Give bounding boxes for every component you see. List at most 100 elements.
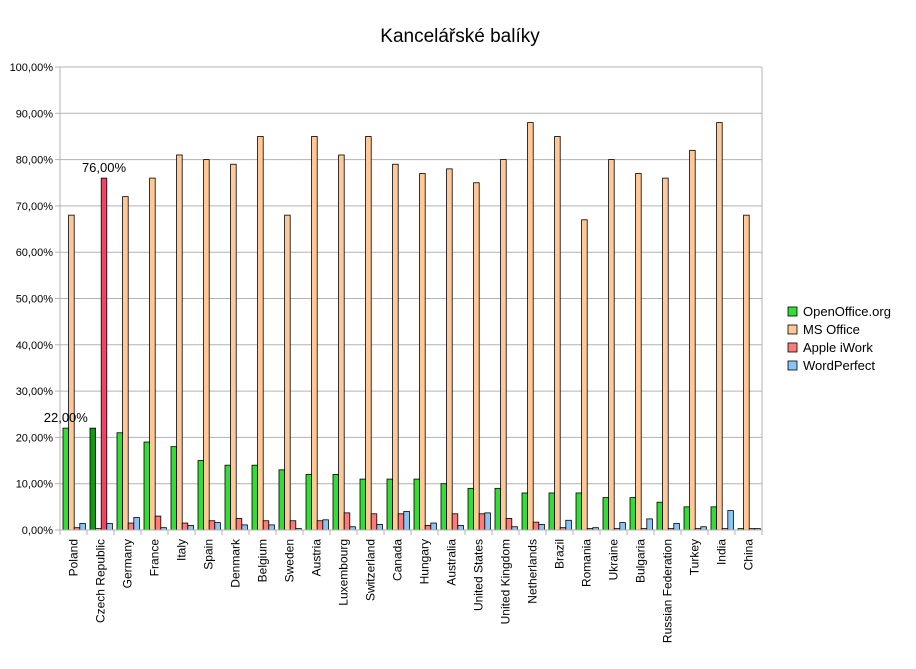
bar-ms-office [662, 177, 669, 531]
y-tick-label: 20,00% [16, 432, 54, 444]
y-tick-label: 70,00% [16, 201, 54, 213]
bar-wordperfect [268, 524, 275, 531]
bar-openoffice-org [251, 464, 258, 531]
bar-wordperfect [241, 524, 248, 531]
bar-openoffice-org [548, 492, 555, 531]
x-tick-label: Spain [202, 539, 216, 570]
x-tick-label: Bulgaria [634, 539, 648, 583]
bar-openoffice-org [62, 427, 69, 531]
bar-apple-iwork [235, 518, 243, 531]
legend-label: MS Office [803, 322, 860, 337]
bar-apple-iwork [397, 513, 405, 531]
bar-openoffice-org [116, 432, 123, 531]
x-tick-label: United States [472, 539, 486, 611]
legend-label: OpenOffice.org [803, 304, 891, 319]
y-tick-label: 100,00% [10, 62, 54, 74]
y-tick-label: 90,00% [16, 108, 54, 120]
y-tick-label: 10,00% [16, 479, 54, 491]
x-axis-ticks: Poland Czech Republic Germany France Italy Sp… [59, 530, 763, 643]
y-tick-label: 30,00% [16, 386, 54, 398]
bar-apple-iwork [343, 512, 351, 531]
y-tick-label: 80,00% [16, 155, 54, 167]
bar-openoffice-org [656, 501, 663, 531]
bar-apple-iwork [370, 513, 378, 531]
bar-ms-office [689, 149, 696, 531]
bar-openoffice-org [413, 478, 420, 531]
x-tick-label: Sweden [283, 539, 297, 582]
bar-openoffice-org [602, 497, 609, 531]
bar-wordperfect [565, 519, 572, 531]
x-tick-label: Hungary [418, 539, 432, 584]
y-axis-ticks: 0,00% 10,00% 20,00% 30,00% 40,00% 50,00% 60,00… [10, 62, 60, 537]
bar-apple-iwork [100, 177, 108, 531]
bar-ms-office [149, 177, 156, 531]
bar-openoffice-org [224, 464, 231, 531]
bar-wordperfect [79, 523, 86, 531]
bar-openoffice-org [89, 427, 96, 531]
bar-apple-iwork [262, 520, 270, 531]
x-tick-label: Romania [580, 539, 594, 587]
x-tick-label: Russian Federation [661, 539, 675, 643]
bar-apple-iwork [208, 520, 216, 531]
bar-ms-office [716, 122, 723, 531]
bar-openoffice-org [332, 474, 339, 531]
bars [62, 122, 761, 531]
bar-apple-iwork [478, 513, 486, 531]
x-tick-label: Netherlands [526, 539, 540, 604]
legend: OpenOffice.org MS Office Apple iWork WordPe… [787, 304, 891, 373]
x-tick-label: Ukraine [607, 539, 621, 581]
legend-swatch [787, 360, 798, 371]
bar-openoffice-org [386, 478, 393, 531]
bar-wordperfect [457, 524, 464, 531]
bar-apple-iwork [181, 522, 189, 531]
bar-wordperfect [619, 522, 626, 531]
y-tick-label: 40,00% [16, 340, 54, 352]
bar-ms-office [419, 173, 426, 531]
bar-apple-iwork [127, 522, 135, 531]
x-tick-label: Switzerland [364, 539, 378, 601]
bar-openoffice-org [575, 492, 582, 531]
x-tick-label: Brazil [553, 539, 567, 569]
bar-ms-office [500, 159, 507, 531]
gridlines [60, 66, 762, 531]
bar-openoffice-org [494, 487, 501, 531]
bar-ms-office [446, 168, 453, 531]
bar-apple-iwork [451, 513, 459, 531]
x-tick-label: India [715, 539, 729, 565]
x-tick-label: Denmark [229, 538, 243, 588]
x-tick-label: France [148, 539, 162, 577]
bar-ms-office [365, 136, 372, 531]
bar-ms-office [743, 214, 750, 531]
x-tick-label: China [742, 539, 756, 571]
bar-openoffice-org [629, 497, 636, 531]
legend-swatch [787, 342, 798, 353]
bar-ms-office [68, 214, 75, 531]
x-tick-label: Luxembourg [337, 539, 351, 606]
y-tick-label: 50,00% [16, 294, 54, 306]
bar-wordperfect [187, 524, 194, 531]
bar-ms-office [284, 214, 291, 531]
bar-wordperfect [214, 522, 221, 531]
bar-wordperfect [403, 511, 410, 531]
bar-wordperfect [727, 510, 734, 531]
legend-label: WordPerfect [803, 358, 875, 373]
bar-wordperfect [376, 524, 383, 531]
bar-apple-iwork [154, 515, 162, 531]
x-tick-label: Austria [310, 539, 324, 577]
bar-wordperfect [484, 512, 491, 531]
x-tick-label: Belgium [256, 539, 270, 582]
x-tick-label: United Kingdom [499, 539, 513, 624]
bar-ms-office [338, 154, 345, 531]
bar-ms-office [635, 173, 642, 531]
data-labels: 22,00% 76,00% [44, 160, 127, 425]
bar-ms-office [581, 219, 588, 531]
bar-openoffice-org [197, 460, 204, 531]
bar-wordperfect [106, 523, 113, 531]
x-tick-label: Australia [445, 539, 459, 586]
bar-ms-office [257, 136, 264, 531]
bar-openoffice-org [467, 487, 474, 531]
bar-ms-office [554, 136, 561, 531]
x-tick-label: Turkey [688, 539, 702, 575]
bar-apple-iwork [505, 518, 513, 531]
